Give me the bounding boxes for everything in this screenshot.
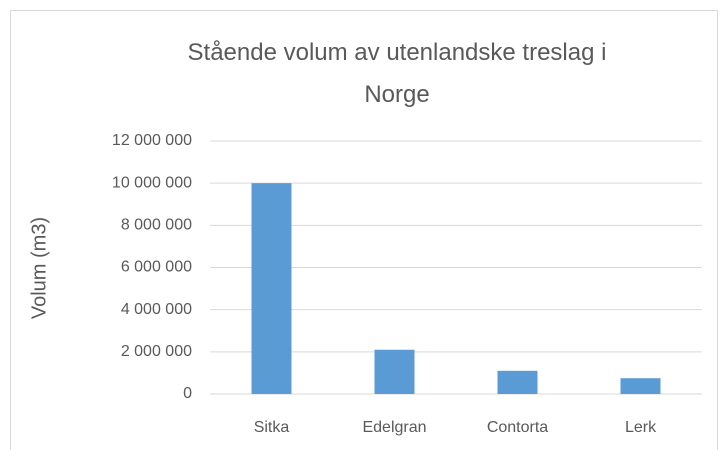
chart-title: Stående volum av utenlandske treslag i N…	[187, 39, 607, 108]
y-tick-label: 4 000 000	[121, 301, 192, 318]
bar	[374, 349, 415, 394]
y-tick-label: 8 000 000	[121, 217, 192, 234]
y-tick-label: 12 000 000	[112, 132, 192, 149]
x-tick-label: Lerk	[625, 419, 657, 436]
y-tick-label: 10 000 000	[112, 174, 192, 191]
y-axis-label: Volum (m3)	[28, 217, 50, 319]
y-tick-label: 6 000 000	[121, 259, 192, 276]
x-tick-label: Edelgran	[362, 419, 426, 436]
y-tick-label: 2 000 000	[121, 343, 192, 360]
x-tick-label: Sitka	[254, 419, 290, 436]
y-tick-label: 0	[183, 385, 192, 402]
bar	[497, 370, 538, 394]
x-tick-label: Contorta	[487, 419, 548, 436]
bar	[251, 183, 292, 394]
bar	[620, 378, 661, 394]
chart-border	[10, 10, 718, 450]
